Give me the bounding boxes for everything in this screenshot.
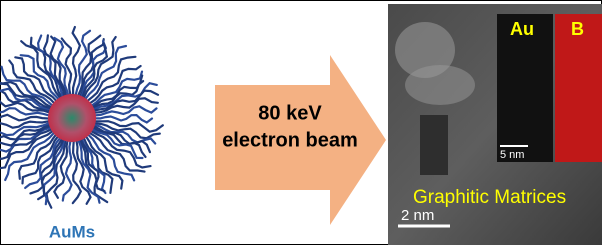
arrow-text: electron beam: [222, 129, 358, 151]
micrograph: Au B 5 nm Graphitic Matrices 2 nm: [388, 4, 602, 245]
scale-label: 2 nm: [401, 207, 434, 224]
micelle-core: [48, 94, 96, 142]
bright-region: [405, 65, 475, 105]
micrograph-label: Graphitic Matrices: [413, 187, 566, 208]
dark-region: [420, 115, 448, 175]
left-label: AuMs: [49, 222, 95, 241]
scale-label: 5 nm: [500, 149, 524, 161]
arrow-text: 80 keV: [258, 102, 322, 124]
figure: AuMs 80 keV electron beam Au B 5 nm Grap…: [0, 0, 602, 245]
inset-label: Au: [510, 19, 534, 39]
inset-label: B: [571, 19, 584, 39]
micelle-drawing: [0, 27, 163, 208]
